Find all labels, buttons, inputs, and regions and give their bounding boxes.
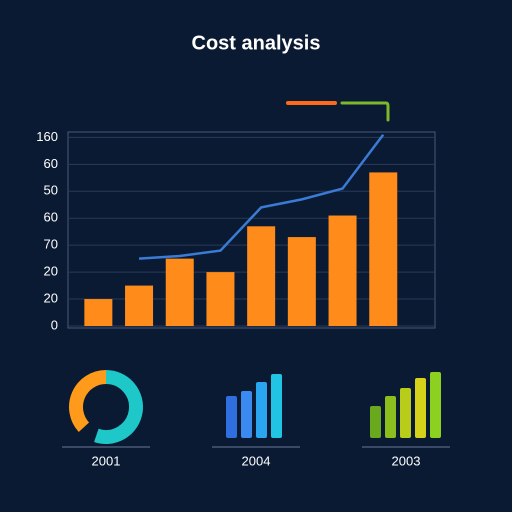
line [138, 133, 385, 260]
caption: 2003 [392, 453, 421, 468]
legend-key [340, 101, 390, 122]
bar [287, 237, 316, 326]
y-tick-label: 0 [51, 317, 58, 332]
donut-segment [69, 370, 107, 433]
bar [328, 215, 357, 326]
y-tick-label: 70 [44, 237, 58, 252]
y-tick-label: 160 [36, 129, 58, 144]
y-tick-label: 60 [44, 210, 58, 225]
bar [206, 272, 235, 326]
y-tick-label: 50 [44, 183, 58, 198]
plot-frame [67, 131, 436, 329]
mini-bar [370, 406, 381, 438]
bar [369, 172, 398, 326]
bar [165, 258, 194, 326]
mini-bar [385, 396, 396, 438]
mini-bar [226, 396, 237, 438]
caption: 2001 [92, 453, 121, 468]
mini-bar [400, 388, 411, 438]
mini-bar [415, 378, 426, 438]
mini-bar [430, 372, 441, 438]
mini-bar [241, 391, 252, 438]
mini-bar [256, 382, 267, 438]
bar [125, 285, 154, 326]
bar [84, 299, 113, 326]
y-tick-label: 20 [44, 264, 58, 279]
mini-bar [271, 374, 282, 438]
caption: 2004 [242, 453, 271, 468]
donut-segment [94, 370, 143, 444]
chart-title: Cost analysis [192, 32, 321, 54]
y-tick-label: 60 [44, 156, 58, 171]
bar [247, 226, 276, 326]
y-tick-label: 20 [44, 290, 58, 305]
